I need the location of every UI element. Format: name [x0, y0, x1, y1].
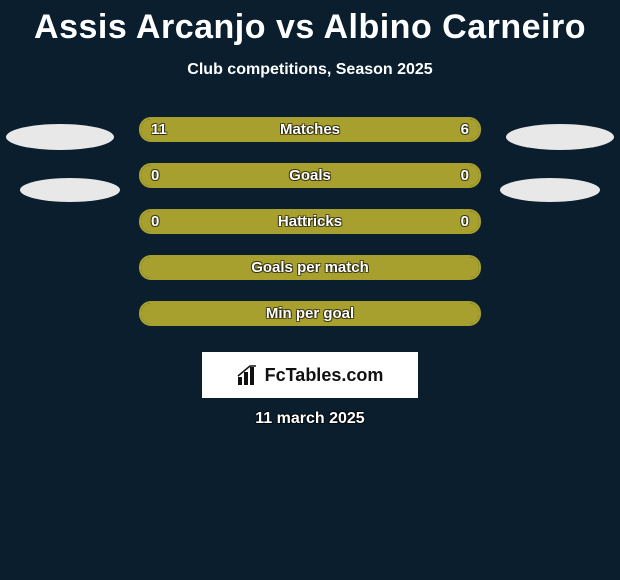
- team-badge-placeholder: [20, 178, 120, 202]
- bar-chart-icon: [237, 365, 259, 385]
- stat-pill: Hattricks: [139, 209, 481, 234]
- stat-value-right: 6: [461, 117, 469, 142]
- team-badge-placeholder: [506, 124, 614, 150]
- stat-pill: Matches: [139, 117, 481, 142]
- snapshot-date: 11 march 2025: [0, 410, 620, 428]
- team-badge-placeholder: [500, 178, 600, 202]
- stat-rows: Matches116Goals00Hattricks00Goals per ma…: [0, 117, 620, 347]
- stat-pill: Min per goal: [139, 301, 481, 326]
- comparison-subtitle: Club competitions, Season 2025: [0, 61, 620, 79]
- stat-label: Goals per match: [141, 257, 479, 278]
- stat-label: Goals: [141, 165, 479, 186]
- stat-value-right: 0: [461, 163, 469, 188]
- comparison-title: Assis Arcanjo vs Albino Carneiro: [0, 0, 620, 47]
- stat-pill: Goals: [139, 163, 481, 188]
- stat-row: Goals per match: [0, 255, 620, 301]
- stat-value-right: 0: [461, 209, 469, 234]
- stat-label: Matches: [141, 119, 479, 140]
- stat-value-left: 0: [151, 209, 159, 234]
- stat-value-left: 0: [151, 163, 159, 188]
- stat-row: Min per goal: [0, 301, 620, 347]
- stat-value-left: 11: [151, 117, 167, 142]
- stat-row: Hattricks0 0: [0, 209, 620, 255]
- source-logo-text: FcTables.com: [265, 365, 384, 386]
- source-logo: FcTables.com: [202, 352, 418, 398]
- team-badge-placeholder: [6, 124, 114, 150]
- stat-label: Hattricks: [141, 211, 479, 232]
- stat-label: Min per goal: [141, 303, 479, 324]
- stat-pill: Goals per match: [139, 255, 481, 280]
